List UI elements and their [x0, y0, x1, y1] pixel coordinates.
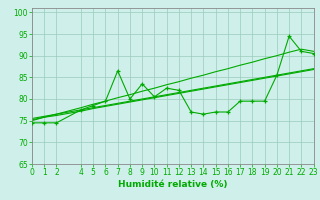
X-axis label: Humidité relative (%): Humidité relative (%) — [118, 180, 228, 189]
